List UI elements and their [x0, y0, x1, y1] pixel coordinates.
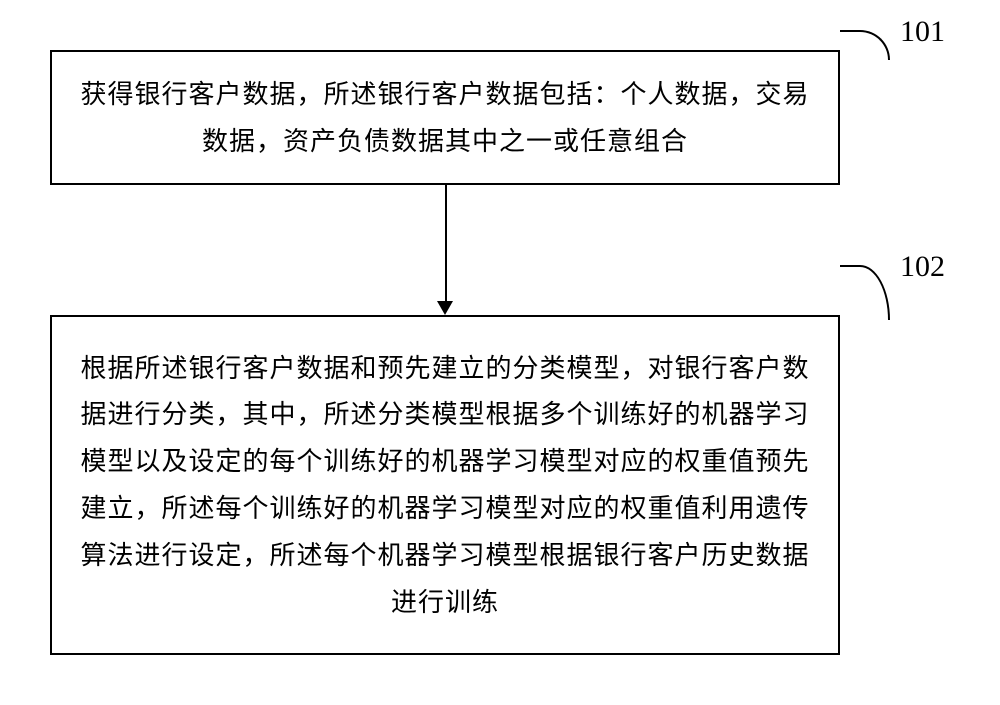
leader-101: [840, 30, 890, 60]
edge-101-102-head: [437, 301, 453, 315]
flow-node-102-text: 根据所述银行客户数据和预先建立的分类模型，对银行客户数据进行分类，其中，所述分类…: [76, 345, 814, 626]
flow-node-101: 获得银行客户数据，所述银行客户数据包括：个人数据，交易数据，资产负债数据其中之一…: [50, 50, 840, 185]
flow-node-101-text: 获得银行客户数据，所述银行客户数据包括：个人数据，交易数据，资产负债数据其中之一…: [76, 71, 814, 165]
flowchart-canvas: 获得银行客户数据，所述银行客户数据包括：个人数据，交易数据，资产负债数据其中之一…: [0, 0, 1000, 705]
leader-102: [840, 265, 890, 320]
label-102: 102: [900, 250, 945, 284]
label-101: 101: [900, 15, 945, 49]
flow-node-102: 根据所述银行客户数据和预先建立的分类模型，对银行客户数据进行分类，其中，所述分类…: [50, 315, 840, 655]
edge-101-102-line: [445, 185, 447, 301]
